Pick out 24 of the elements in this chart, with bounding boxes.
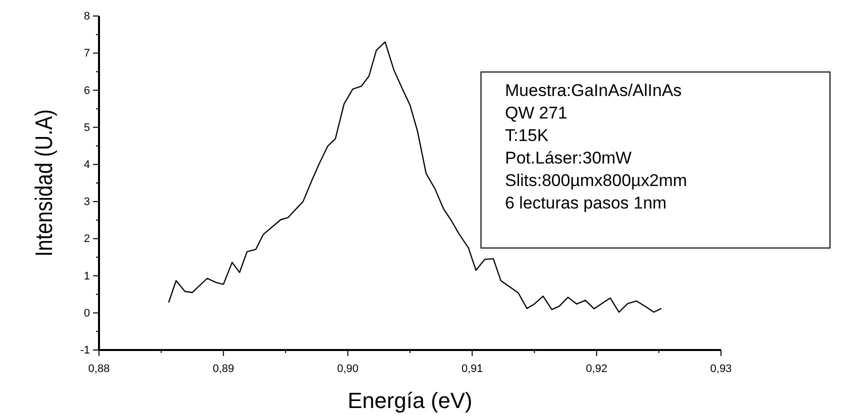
y-tick-label: 8 [84,10,90,23]
y-tick-label: 7 [84,48,90,60]
annotation: Muestra:GaInAs/AlInAs [505,81,682,100]
y-tick-label: -1 [80,344,90,357]
y-tick-label: 5 [84,122,90,134]
annotation: Slits:800µmx800µx2mm [505,171,688,190]
y-tick-label: 3 [84,196,90,208]
y-axis-title: Intensidad (U.A) [30,109,58,257]
x-tick-label: 0,88 [88,363,110,376]
annotation: 6 lecturas pasos 1nm [505,194,667,212]
y-tick-label: 6 [84,84,90,97]
x-tick-label: 0,89 [212,363,234,376]
y-tick-label: 0 [84,307,90,320]
annotation: T:15K [505,126,550,145]
annotation: QW 271 [505,104,568,122]
x-tick-label: 0,90 [337,363,359,376]
x-tick-label: 0,93 [710,363,732,376]
x-tick-label: 0,91 [461,363,483,376]
x-tick-label: 0,92 [586,363,608,376]
y-tick-label: 4 [84,158,90,171]
annotation: Pot.Láser:30mW [505,148,632,168]
x-axis-title: Energía (eV) [348,388,472,413]
y-tick-label: 2 [84,233,90,246]
y-tick-label: 1 [84,270,90,282]
